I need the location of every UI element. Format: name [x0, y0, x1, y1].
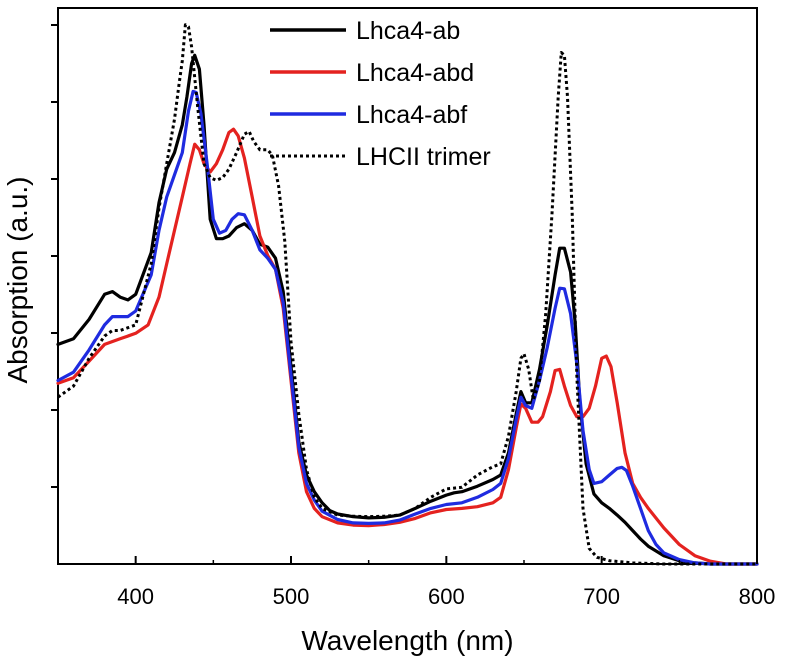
series-line-lhca4-ab [56, 53, 759, 566]
legend-label-lhca4-abf: Lhca4-abf [356, 101, 467, 129]
x-tick-label: 500 [273, 584, 310, 609]
plot-frame [57, 7, 758, 565]
legend-label-lhca4-ab: Lhca4-ab [356, 17, 460, 45]
y-axis-title: Absorption (a.u.) [2, 177, 33, 384]
legend: Lhca4-ab Lhca4-abd Lhca4-abf LHCII trimer [270, 17, 491, 171]
tick-layer: 400 500 600 700 800 [51, 24, 776, 609]
legend-label-lhcii-trimer: LHCII trimer [356, 143, 491, 171]
x-tick-label: 800 [739, 584, 776, 609]
plot-area: 400 500 600 700 800 [51, 7, 776, 609]
x-tick-label: 700 [583, 584, 620, 609]
x-tick-label: 600 [428, 584, 465, 609]
series-line-lhca4-abd [56, 127, 759, 566]
series-layer [56, 23, 759, 566]
series-line-lhca4-abf [56, 89, 759, 566]
legend-label-lhca4-abd: Lhca4-abd [356, 59, 474, 87]
x-tick-label: 400 [117, 584, 154, 609]
series-line-lhcii-trimer [57, 23, 757, 566]
x-axis-title: Wavelength (nm) [301, 625, 513, 656]
